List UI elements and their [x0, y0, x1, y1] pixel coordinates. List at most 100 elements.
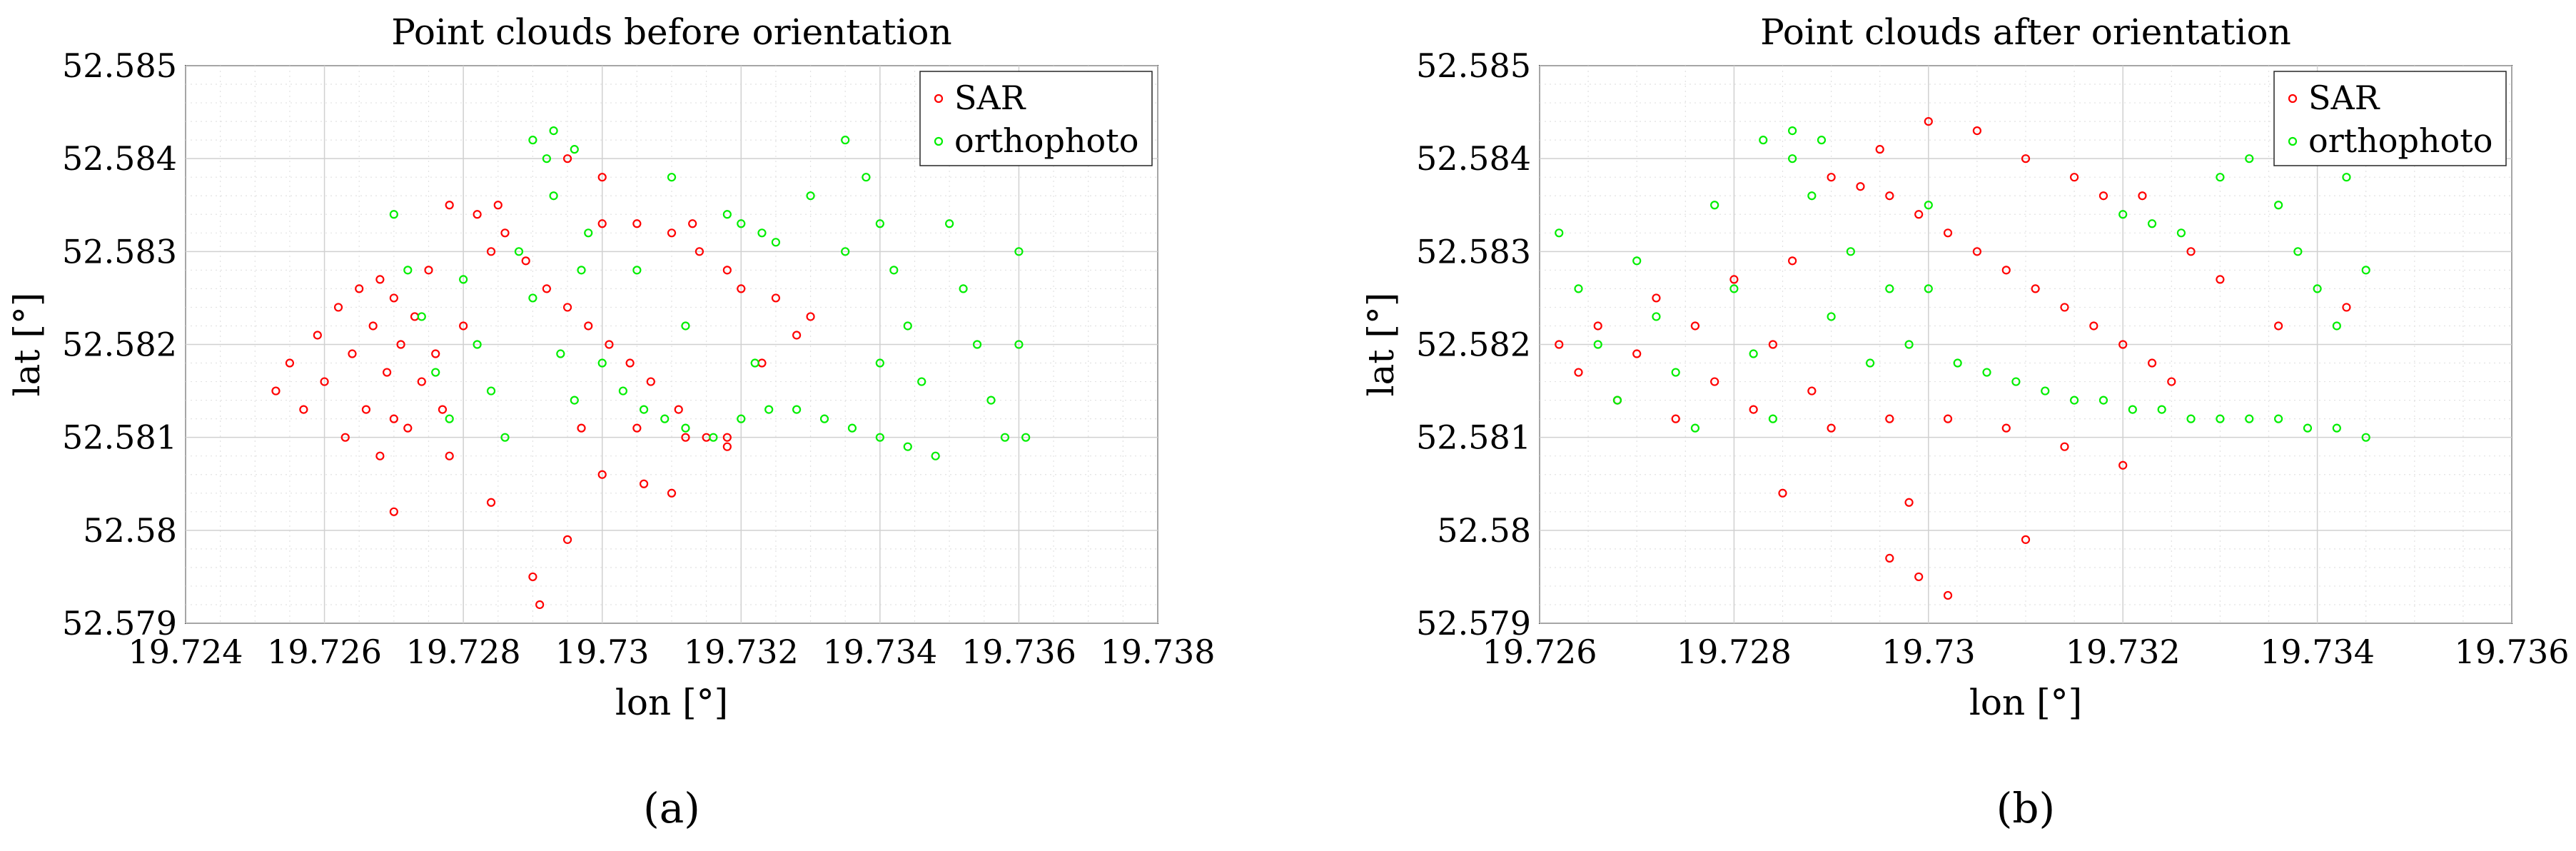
- x-tick-label: 19.73: [1882, 633, 1976, 671]
- data-point-orthophoto: [959, 284, 968, 293]
- data-point-orthophoto: [1904, 340, 1914, 349]
- data-point-SAR: [403, 423, 413, 433]
- data-point-orthophoto: [1788, 154, 1797, 163]
- data-point-SAR: [1671, 414, 1680, 423]
- data-point-orthophoto: [875, 433, 884, 442]
- data-point-orthophoto: [2186, 414, 2196, 423]
- data-point-SAR: [1904, 498, 1914, 507]
- data-point-SAR: [1768, 340, 1777, 349]
- y-tick-label: 52.583: [62, 232, 177, 271]
- data-point-orthophoto: [1612, 396, 1622, 405]
- data-point-SAR: [562, 303, 572, 312]
- data-point-SAR: [2274, 321, 2283, 331]
- data-point-SAR: [500, 228, 510, 238]
- data-point-SAR: [473, 210, 482, 219]
- data-point-SAR: [1972, 247, 1981, 256]
- x-tick-labels: 19.724 19.726 19.728 19.73 19.732 19.734 19.73…: [128, 633, 1216, 671]
- data-point-SAR: [521, 256, 530, 266]
- data-point-SAR: [1856, 182, 1865, 191]
- data-point-SAR: [2021, 535, 2031, 544]
- data-point-orthophoto: [500, 433, 510, 442]
- data-point-SAR: [625, 358, 635, 368]
- series-SAR: [271, 154, 815, 610]
- data-point-SAR: [2118, 340, 2128, 349]
- legend-marker-orthophoto: [2288, 136, 2298, 146]
- data-point-SAR: [646, 377, 655, 386]
- data-point-SAR: [1914, 210, 1924, 219]
- data-point-orthophoto: [632, 266, 642, 275]
- data-point-SAR: [375, 451, 385, 460]
- legend-label-orthophoto: orthophoto: [2308, 121, 2492, 160]
- data-point-orthophoto: [2128, 405, 2137, 414]
- data-point-orthophoto: [757, 228, 767, 238]
- data-point-SAR: [1652, 293, 1661, 303]
- data-point-SAR: [396, 340, 405, 349]
- data-point-SAR: [562, 535, 572, 544]
- legend-marker-sar: [934, 94, 944, 104]
- data-point-orthophoto: [1924, 284, 1933, 293]
- data-point-orthophoto: [819, 414, 829, 423]
- data-point-SAR: [313, 331, 322, 340]
- data-point-SAR: [1972, 126, 1981, 136]
- scatter-chart-after: 19.726 19.728 19.73 19.732 19.734 19.736 52.5…: [1360, 11, 2569, 832]
- data-point-orthophoto: [2098, 396, 2108, 405]
- data-point-orthophoto: [549, 191, 558, 201]
- data-point-SAR: [2060, 303, 2069, 312]
- data-point-orthophoto: [2216, 414, 2225, 423]
- data-point-SAR: [417, 377, 426, 386]
- data-point-orthophoto: [1759, 136, 1768, 145]
- data-point-SAR: [431, 349, 440, 358]
- data-point-SAR: [806, 312, 815, 321]
- chart-title: Point clouds before orientation: [391, 11, 951, 53]
- data-point-SAR: [361, 405, 371, 414]
- y-tick-labels: 52.579 52.58 52.581 52.582 52.583 52.584 52.58…: [62, 46, 177, 643]
- data-point-SAR: [632, 423, 642, 433]
- data-point-SAR: [2138, 191, 2147, 201]
- data-point-orthophoto: [737, 219, 746, 228]
- legend-label-sar: SAR: [954, 79, 1026, 117]
- data-point-SAR: [688, 219, 697, 228]
- data-point-SAR: [1827, 173, 1836, 182]
- data-point-orthophoto: [945, 219, 954, 228]
- y-axis-label: lat [°]: [1360, 293, 1402, 397]
- data-point-SAR: [722, 442, 732, 451]
- series-layer: [271, 126, 1031, 610]
- data-point-orthophoto: [2274, 201, 2283, 210]
- data-point-SAR: [639, 479, 649, 488]
- data-point-SAR: [667, 228, 677, 238]
- data-point-orthophoto: [584, 228, 593, 238]
- data-point-SAR: [1729, 275, 1739, 284]
- x-tick-label: 19.724: [128, 633, 243, 671]
- data-point-orthophoto: [1953, 358, 1962, 368]
- data-point-SAR: [493, 201, 502, 210]
- data-point-SAR: [1924, 117, 1933, 126]
- x-tick-label: 19.726: [1483, 633, 1597, 671]
- data-point-SAR: [2118, 460, 2128, 470]
- data-point-orthophoto: [2216, 173, 2225, 182]
- data-point-SAR: [667, 488, 677, 498]
- data-point-SAR: [771, 293, 781, 303]
- x-tick-label: 19.738: [1101, 633, 1216, 671]
- data-point-orthophoto: [1768, 414, 1777, 423]
- data-point-SAR: [1885, 414, 1894, 423]
- subfigure-label: (b): [1996, 784, 2055, 832]
- x-tick-label: 19.732: [684, 633, 799, 671]
- data-point-orthophoto: [570, 396, 579, 405]
- data-point-orthophoto: [737, 414, 746, 423]
- data-point-orthophoto: [1014, 247, 1024, 256]
- data-point-orthophoto: [1788, 126, 1797, 136]
- data-point-SAR: [348, 349, 357, 358]
- x-tick-label: 19.736: [961, 633, 1076, 671]
- x-tick-label: 19.73: [555, 633, 650, 671]
- data-point-SAR: [792, 331, 802, 340]
- data-point-orthophoto: [2245, 154, 2254, 163]
- data-point-orthophoto: [986, 396, 996, 405]
- data-point-orthophoto: [2011, 377, 2021, 386]
- data-point-SAR: [584, 321, 593, 331]
- data-point-orthophoto: [2274, 414, 2283, 423]
- data-point-orthophoto: [597, 358, 607, 368]
- x-tick-label: 19.734: [822, 633, 937, 671]
- data-point-SAR: [2216, 275, 2225, 284]
- data-point-SAR: [1943, 590, 1953, 600]
- series-SAR: [1555, 117, 2351, 600]
